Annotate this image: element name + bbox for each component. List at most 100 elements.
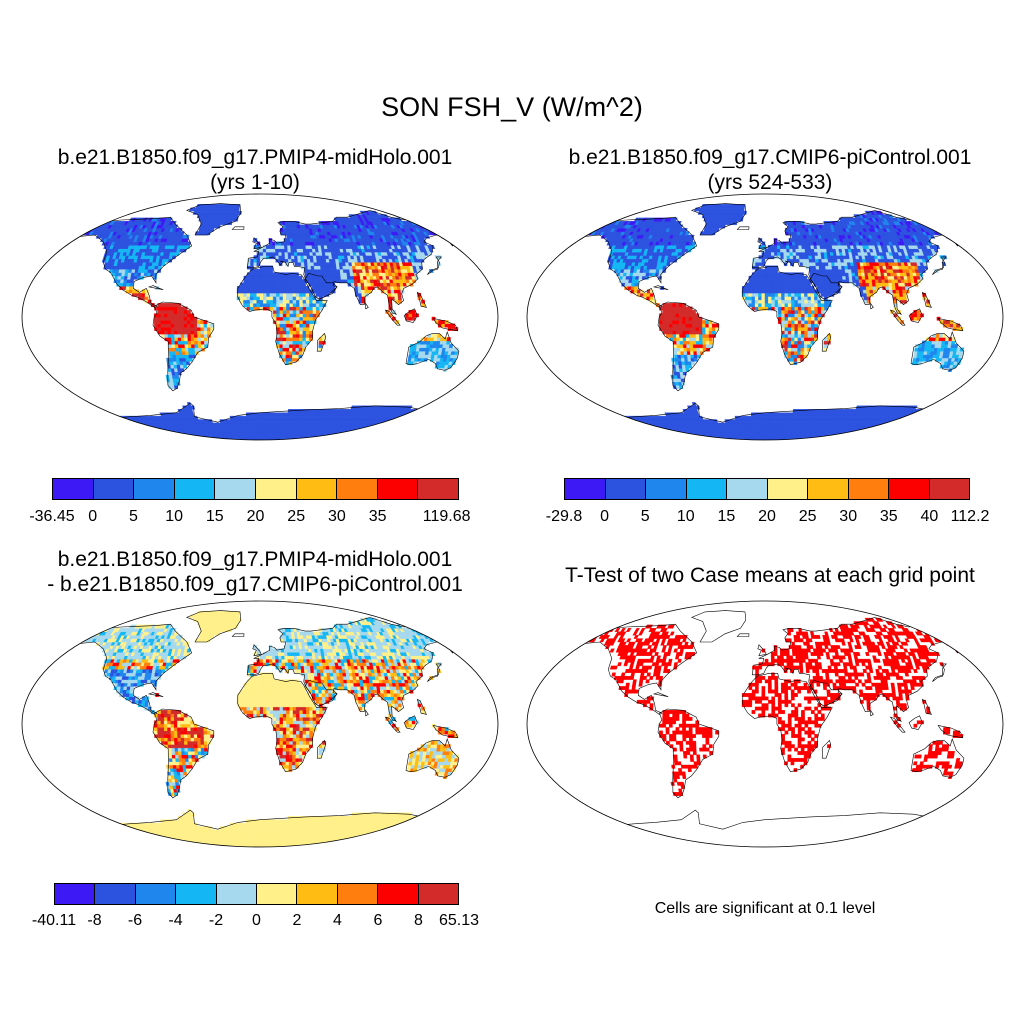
map-grid-cell (200, 327, 205, 331)
map-grid-cell (83, 422, 92, 427)
map-grid-cell (62, 415, 70, 420)
map-grid-cell (622, 436, 634, 440)
map-grid-cell (309, 313, 314, 318)
map-grid-cell (282, 296, 287, 301)
map-grid-cell (204, 340, 208, 345)
map-grid-cell (298, 279, 303, 284)
map-grid-cell (263, 292, 267, 297)
map-grid-cell (797, 350, 801, 355)
map-grid-cell (299, 330, 304, 335)
map-grid-cell (693, 357, 698, 362)
map-grid-cell (436, 422, 445, 427)
map-grid-cell (289, 286, 293, 290)
map-grid-cell (253, 299, 257, 304)
map-grid-cell (421, 221, 428, 225)
coastlines (61, 203, 486, 440)
map-grid-cell (252, 426, 256, 431)
map-grid-cell (178, 347, 183, 352)
map-grid-cell (909, 436, 921, 440)
map-grid-cell (705, 344, 710, 349)
map-grid-cell (376, 426, 384, 431)
map-grid-cell (404, 415, 412, 420)
map-grid-cell (266, 279, 270, 284)
map-grid-cell (312, 313, 317, 318)
map-grid-cell (702, 344, 707, 349)
map-grid-cell (71, 234, 78, 239)
map-grid-cell (313, 265, 318, 270)
map-grid-cell (299, 306, 304, 311)
map-grid-cell (290, 245, 295, 249)
map-grid-cell (454, 350, 459, 355)
map-grid-cell (434, 228, 441, 232)
map-grid-cell (911, 432, 921, 437)
map-grid-cell (907, 432, 917, 437)
map-grid-cell (305, 337, 310, 342)
map-grid-cell (103, 426, 112, 431)
map-grid-cell (72, 422, 82, 427)
map-grid-cell (432, 419, 441, 424)
map-grid-cell (129, 282, 134, 287)
map-grid-cell (925, 422, 934, 427)
map-grid-cell (318, 292, 323, 297)
map-grid-cell (412, 415, 420, 420)
map-grid-cell (119, 419, 127, 424)
map-grid-cell (299, 303, 304, 308)
map-grid-cell (983, 364, 989, 369)
map-grid-cell (392, 432, 402, 437)
map-grid-cell (332, 436, 341, 440)
map-grid-cell (604, 432, 614, 437)
map-grid-cell (405, 422, 413, 427)
map-grid-cell (842, 432, 850, 437)
map-grid-cell (457, 228, 465, 232)
map-grid-cell (849, 432, 857, 437)
map-grid-cell (615, 436, 628, 440)
map-grid-cell (408, 429, 418, 434)
map-grid-cell (428, 426, 438, 431)
map-grid-cell (677, 350, 682, 355)
map-grid-cell (399, 436, 412, 440)
map-grid-cell (390, 419, 398, 424)
map-grid-cell (275, 251, 279, 256)
map-grid-cell (393, 429, 403, 434)
map-grid-cell (337, 432, 345, 437)
map-grid-cell (658, 432, 668, 437)
map-grid-cell (393, 286, 398, 290)
map-grid-cell (152, 436, 162, 440)
map-grid-cell (285, 337, 290, 342)
map-grid-cell (309, 333, 313, 338)
map-grid-cell (89, 221, 96, 225)
map-grid-cell (618, 426, 627, 431)
map-grid-cell (920, 415, 928, 420)
map-grid-cell (282, 316, 287, 321)
map-grid-cell (417, 419, 425, 424)
map-grid-cell (187, 309, 191, 314)
map-grid-cell (70, 231, 77, 236)
map-grid-cell (174, 436, 184, 440)
map-grid-cell (578, 415, 586, 420)
map-grid-cell (133, 436, 144, 440)
map-grid-cell (279, 275, 283, 280)
map-grid-cell (920, 412, 928, 417)
map-grid-cell (300, 258, 305, 263)
map-grid-cell (240, 289, 244, 294)
map-grid-cell (292, 344, 297, 349)
map-grid-cell (607, 429, 617, 434)
map-grid-cell (656, 432, 665, 437)
map-grid-cell (167, 316, 172, 321)
map-grid-cell (653, 432, 663, 437)
map-grid-cell (881, 432, 891, 437)
map-grid-cell (645, 429, 653, 434)
map-grid-cell (324, 275, 329, 280)
map-grid-cell (639, 432, 649, 437)
map-grid-cell (629, 432, 640, 437)
map-grid-cell (295, 347, 300, 352)
map-grid-cell (902, 436, 915, 440)
map-grid-cell (955, 415, 963, 420)
map-grid-cell (136, 426, 144, 431)
map-grid-cell (292, 306, 297, 311)
map-grid-cell (319, 262, 324, 267)
map-grid-cell (411, 313, 416, 318)
figure-title: SON FSH_V (W/m^2) (381, 92, 643, 122)
map-grid-cell (632, 432, 642, 437)
map-grid-cell (269, 268, 273, 273)
